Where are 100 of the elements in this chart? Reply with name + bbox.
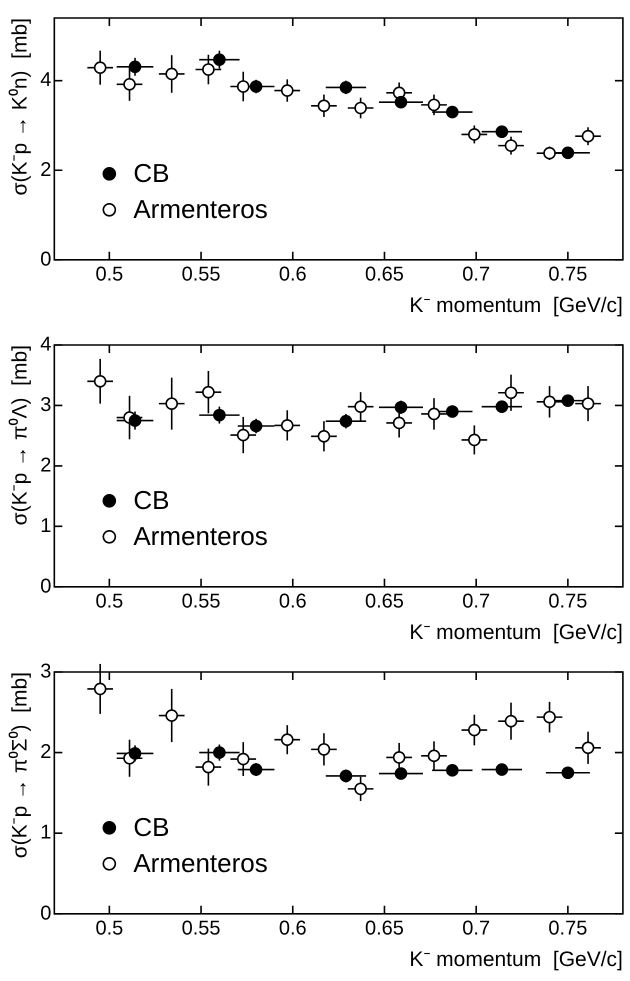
x-tick-label: 0.7 [462, 917, 490, 940]
point [280, 419, 294, 432]
point [392, 751, 406, 764]
y-axis-title: σ(K⁻p → π⁰Λ) [mb] [8, 345, 32, 526]
x-tick-label: 0.65 [364, 590, 404, 612]
point [446, 106, 459, 118]
point [394, 767, 408, 780]
x-tick-label: 0.55 [182, 590, 221, 612]
y-tick-label: 1 [40, 822, 52, 844]
point [236, 80, 250, 93]
point [94, 682, 106, 696]
point [123, 78, 136, 91]
point [446, 764, 459, 777]
y-tick-label: 0 [40, 248, 52, 270]
point [468, 434, 481, 446]
point [128, 414, 142, 427]
point [582, 130, 594, 143]
point [562, 394, 574, 407]
x-tick-label: 0.5 [95, 263, 124, 286]
point [582, 397, 594, 410]
point [504, 386, 518, 400]
point [468, 724, 481, 736]
point [428, 408, 440, 420]
y-tick-label: 1 [40, 514, 52, 537]
point [562, 146, 574, 160]
point [428, 750, 440, 762]
point [236, 752, 250, 766]
x-tick-label: 0.7 [462, 263, 490, 286]
x-axis-title: K⁻ momentum [GeV/c] [409, 621, 623, 644]
x-tick-label: 0.55 [182, 263, 221, 286]
x-tick-label: 0.5 [95, 917, 124, 940]
y-tick-label: 4 [40, 69, 52, 92]
point [562, 766, 574, 780]
y-tick-label: 0 [40, 575, 52, 598]
point [446, 405, 459, 418]
point [340, 414, 352, 428]
point [340, 770, 352, 782]
x-tick-label: 0.75 [548, 917, 588, 940]
x-axis-title: K⁻ momentum [GeV/c] [409, 294, 623, 318]
point [504, 714, 518, 728]
x-tick-label: 0.6 [278, 263, 307, 286]
point [394, 96, 408, 108]
point [543, 710, 556, 724]
x-tick-label: 0.55 [182, 917, 221, 940]
point [354, 782, 367, 796]
point [543, 396, 556, 408]
point [213, 746, 226, 759]
x-tick-label: 0.6 [278, 590, 307, 612]
x-axis-title: K⁻ momentum [GeV/c] [409, 948, 623, 972]
point [165, 68, 178, 80]
point [496, 400, 508, 413]
point [94, 374, 106, 388]
legend-label: CB [133, 484, 170, 515]
y-tick-label: 0 [40, 902, 52, 924]
y-tick-label: 3 [40, 660, 52, 683]
legend-label: CB [133, 158, 170, 188]
point [318, 99, 330, 112]
legend-label: Armenteros [133, 194, 268, 224]
point [468, 128, 481, 141]
point [496, 125, 508, 138]
legend-label: CB [133, 812, 170, 842]
x-tick-label: 0.65 [364, 917, 404, 940]
legend-label: Armenteros [133, 520, 268, 551]
point [340, 81, 352, 94]
y-tick-label: 2 [40, 158, 52, 181]
legend-label: Armenteros [133, 848, 268, 878]
x-tick-label: 0.75 [548, 263, 588, 286]
x-tick-label: 0.7 [462, 590, 490, 612]
point [250, 80, 262, 93]
point [504, 139, 518, 152]
point [213, 53, 226, 66]
y-tick-label: 2 [40, 741, 52, 764]
point [496, 763, 508, 776]
point [394, 400, 408, 414]
point [543, 146, 556, 160]
point [280, 84, 294, 97]
point [250, 763, 262, 776]
x-tick-label: 0.5 [95, 590, 124, 612]
point [318, 430, 330, 443]
point [202, 63, 215, 76]
point [128, 747, 142, 760]
y-tick-label: 2 [40, 454, 52, 476]
x-tick-label: 0.6 [278, 917, 307, 940]
point [392, 416, 406, 430]
point [165, 397, 178, 410]
point [582, 741, 594, 754]
point [202, 386, 215, 398]
point [202, 760, 215, 774]
point [236, 428, 250, 442]
x-tick-label: 0.75 [548, 590, 588, 612]
x-tick-label: 0.65 [364, 263, 404, 286]
y-tick-label: 4 [40, 334, 52, 356]
point [354, 400, 367, 413]
point [94, 61, 106, 74]
point [128, 60, 142, 74]
point [318, 743, 330, 756]
point [280, 733, 294, 746]
point [428, 98, 440, 112]
y-axis-title: σ(K⁻p → π⁰Σ⁰) [mb] [8, 672, 32, 858]
y-tick-label: 3 [40, 394, 52, 416]
